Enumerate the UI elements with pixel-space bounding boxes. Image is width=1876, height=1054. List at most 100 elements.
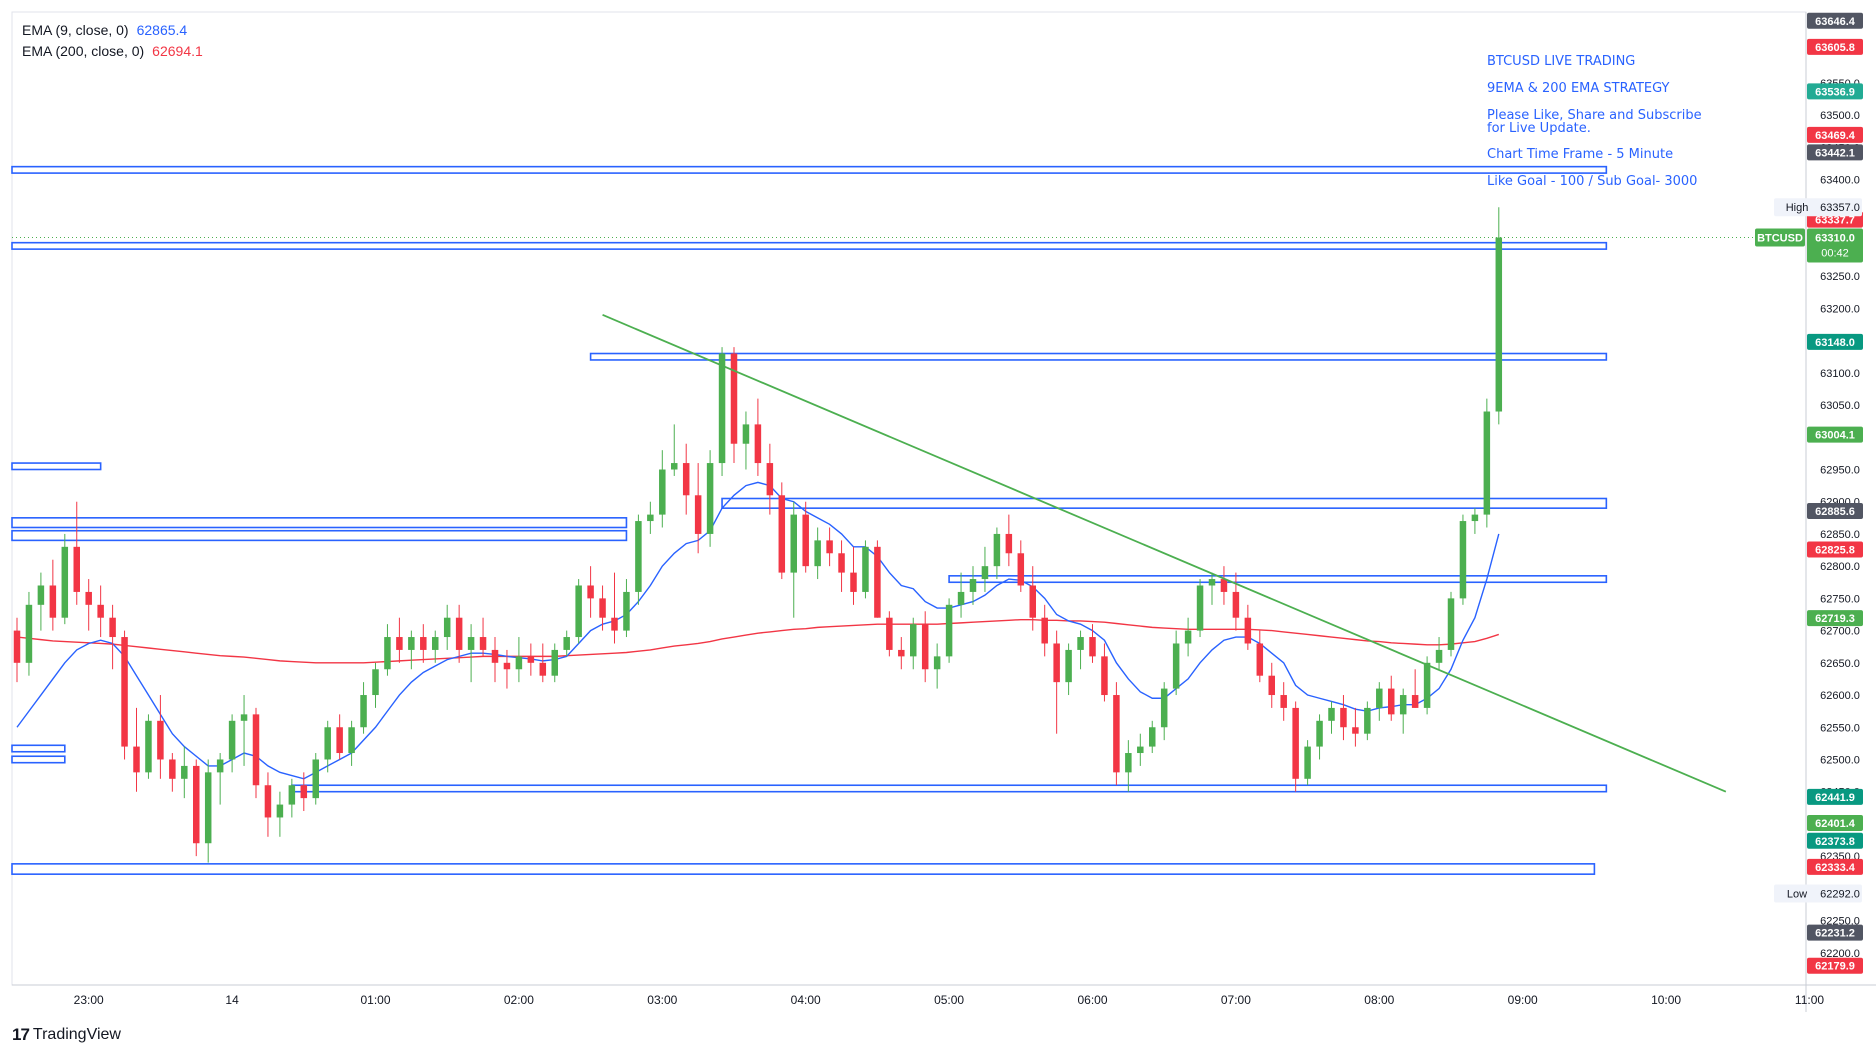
candle[interactable] [706,450,714,547]
candle[interactable] [384,624,391,676]
candle[interactable] [766,443,774,515]
candle[interactable] [599,585,606,631]
candle[interactable] [240,695,248,766]
candle[interactable] [432,630,439,663]
candle[interactable] [1005,514,1013,567]
candle[interactable] [61,533,69,625]
support-resistance-zone[interactable] [11,462,102,471]
candle[interactable] [957,572,965,618]
candle[interactable] [1125,740,1132,792]
candle[interactable] [1328,701,1335,734]
candle[interactable] [336,714,343,760]
candle[interactable] [13,617,21,683]
candle[interactable] [635,514,642,605]
candle[interactable] [515,637,523,683]
candle[interactable] [491,637,499,683]
candle[interactable] [1220,566,1228,605]
candle[interactable] [682,443,690,515]
candle[interactable] [1292,701,1299,792]
candle[interactable] [300,772,308,812]
candle[interactable] [539,643,547,683]
candle[interactable] [933,643,941,689]
candle[interactable] [1089,624,1096,663]
candle[interactable] [1495,207,1503,425]
candle[interactable] [1017,540,1025,592]
candle[interactable] [1268,662,1276,708]
candle[interactable] [49,559,57,631]
candle[interactable] [694,463,702,554]
candle[interactable] [1196,579,1204,638]
support-resistance-zone[interactable] [589,352,1608,361]
candle[interactable] [348,720,355,766]
candle[interactable] [910,617,917,670]
candle[interactable] [563,630,570,657]
candle[interactable] [1364,701,1371,741]
candle[interactable] [503,649,511,689]
candle[interactable] [133,707,140,792]
candle[interactable] [1244,604,1252,650]
candle[interactable] [443,604,451,650]
candle[interactable] [778,482,786,580]
candle[interactable] [886,611,893,657]
candle[interactable] [420,624,427,663]
candle[interactable] [551,643,559,683]
candle[interactable] [1065,643,1072,696]
candle[interactable] [1077,630,1084,670]
candle[interactable] [467,624,475,683]
candle[interactable] [109,604,116,670]
candle[interactable] [181,746,188,799]
support-resistance-zone[interactable] [721,497,1608,509]
candle[interactable] [455,604,463,663]
candle[interactable] [1376,682,1383,721]
candle[interactable] [216,753,224,805]
candle[interactable] [288,778,296,818]
candle[interactable] [850,546,857,605]
candle[interactable] [1483,398,1491,528]
support-resistance-zone[interactable] [11,744,66,753]
candle[interactable] [862,540,869,599]
candle[interactable] [969,566,977,605]
candle[interactable] [121,630,128,760]
candle[interactable] [802,501,809,573]
candle[interactable] [730,347,738,464]
candle[interactable] [145,714,152,779]
candle[interactable] [396,617,403,663]
ema200-line[interactable] [16,618,1500,664]
candle[interactable] [1411,669,1419,708]
candle[interactable] [193,759,200,857]
candle[interactable] [25,591,33,676]
candle[interactable] [1137,733,1144,766]
candle[interactable] [97,585,104,638]
candle[interactable] [826,527,833,567]
candle[interactable] [1471,508,1479,534]
candle[interactable] [742,411,750,470]
candle[interactable] [252,707,260,799]
tradingview-brand[interactable]: 17 TradingView [12,1025,121,1045]
candle[interactable] [814,527,821,580]
candle[interactable] [1256,630,1264,683]
candle[interactable] [1041,604,1048,657]
candle[interactable] [1399,688,1407,734]
candle[interactable] [85,579,92,631]
candle[interactable] [981,546,989,592]
candle[interactable] [1388,675,1395,721]
candle[interactable] [1208,572,1216,605]
candle[interactable] [671,424,678,476]
support-resistance-zone[interactable] [11,755,66,764]
candle[interactable] [921,611,929,683]
candle[interactable] [838,540,845,592]
support-resistance-zone[interactable] [11,517,628,529]
ema9-legend[interactable]: EMA (9, close, 0) 62865.4 [22,22,187,38]
candle[interactable] [1029,566,1037,631]
candle[interactable] [1160,682,1168,741]
candle[interactable] [874,540,881,618]
candle[interactable] [647,501,654,534]
candle[interactable] [1316,714,1323,760]
candle[interactable] [1101,643,1108,702]
trendline[interactable] [602,314,1727,793]
ema200-legend[interactable]: EMA (200, close, 0) 62694.1 [22,43,203,59]
candle[interactable] [1149,720,1156,754]
candle[interactable] [587,566,594,618]
candle[interactable] [169,753,176,792]
